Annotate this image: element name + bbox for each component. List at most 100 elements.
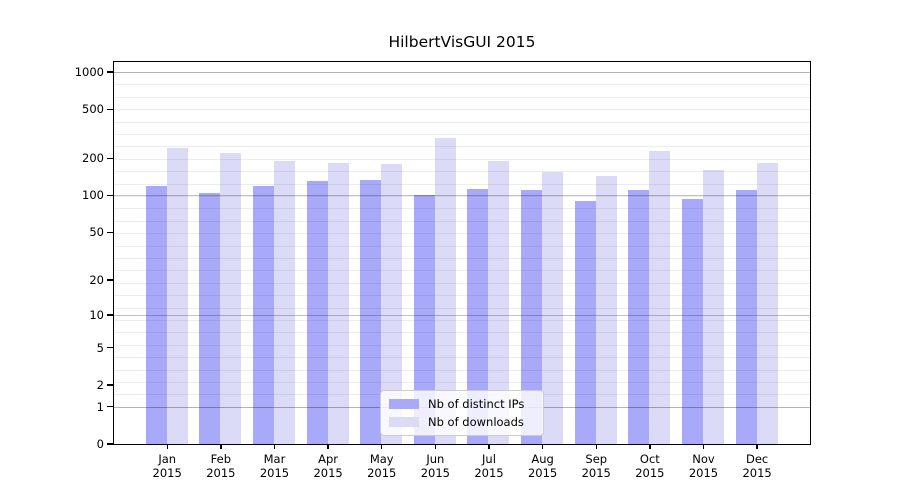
bar-nb-of-downloads-jan xyxy=(166,147,188,444)
bar-nb-of-distinct-ips-sep xyxy=(574,201,596,444)
y-tick-label: 10 xyxy=(89,307,104,322)
y-tick-mark xyxy=(107,231,113,233)
gridline-minor xyxy=(114,381,810,383)
gridline-minor xyxy=(114,282,810,284)
gridline-minor xyxy=(114,319,810,321)
gridline-minor xyxy=(114,344,810,346)
x-tick-mark xyxy=(595,444,597,449)
x-tick-label-may: May 2015 xyxy=(367,452,397,480)
y-axis-ticks: 0 1 2 5 10 20 50 100 200 500 1000 xyxy=(75,62,810,451)
gridline-minor xyxy=(114,146,810,148)
bar-nb-of-distinct-ips-mar xyxy=(252,186,274,444)
y-tick-mark xyxy=(107,314,113,316)
x-tick-label-apr: Apr 2015 xyxy=(313,452,343,480)
bar-nb-of-downloads-jun xyxy=(434,137,456,444)
gridline-minor xyxy=(114,257,810,259)
gridline-minor xyxy=(114,369,810,371)
y-tick-label: 1000 xyxy=(74,64,104,79)
x-tick-label-jun: Jun 2015 xyxy=(420,452,450,480)
bar-nb-of-downloads-apr xyxy=(327,162,349,444)
gridline-minor xyxy=(114,84,810,86)
bar-nb-of-distinct-ips-apr xyxy=(306,181,328,444)
gridline-minor xyxy=(114,307,810,309)
x-tick-mark xyxy=(273,444,276,449)
bar-nb-of-distinct-ips-may xyxy=(360,180,382,444)
x-tick-label-oct: Oct 2015 xyxy=(635,452,665,480)
x-tick-label-mar: Mar 2015 xyxy=(259,452,290,480)
y-tick-mark xyxy=(107,108,113,110)
y-tick-mark xyxy=(107,405,113,408)
gridline-minor xyxy=(114,220,810,222)
chart-title: HilbertVisGUI 2015 xyxy=(388,33,536,51)
y-tick-mark xyxy=(107,384,113,386)
bar-nb-of-distinct-ips-dec xyxy=(735,190,757,444)
legend-swatch-downloads xyxy=(389,417,419,427)
y-tick-label: 0 xyxy=(96,437,104,451)
gridline-minor xyxy=(114,158,810,160)
y-tick-mark xyxy=(107,346,113,349)
gridline-minor xyxy=(114,233,810,235)
bar-nb-of-downloads-sep xyxy=(595,175,617,444)
gridline-minor xyxy=(114,270,810,272)
x-tick-mark xyxy=(381,444,383,449)
y-tick-label: 1 xyxy=(96,399,104,414)
gridline-minor xyxy=(114,133,810,135)
bar-nb-of-distinct-ips-aug xyxy=(521,190,543,444)
x-tick-mark xyxy=(702,444,705,449)
x-tick-mark xyxy=(327,444,329,449)
x-tick-mark xyxy=(756,444,758,449)
bar-nb-of-downloads-may xyxy=(381,164,403,444)
bar-nb-of-downloads-oct xyxy=(649,150,671,444)
bars-layer xyxy=(114,62,810,444)
legend: Nb of distinct IPs Nb of downloads xyxy=(380,390,544,436)
gridline-minor xyxy=(114,295,810,297)
x-tick-mark xyxy=(488,444,490,449)
bar-nb-of-distinct-ips-nov xyxy=(682,199,703,444)
bar-nb-of-downloads-dec xyxy=(756,162,778,444)
y-tick-mark xyxy=(107,157,113,160)
y-tick-label: 50 xyxy=(89,225,104,240)
bar-nb-of-distinct-ips-jan xyxy=(145,185,167,444)
y-tick-label: 500 xyxy=(82,102,104,117)
x-tick-label-aug: Aug 2015 xyxy=(527,452,558,480)
x-tick-mark xyxy=(541,444,544,449)
gridline-minor xyxy=(114,332,810,334)
x-tick-label-nov: Nov 2015 xyxy=(688,452,719,480)
bar-nb-of-downloads-jul xyxy=(488,161,510,444)
x-tick-label-feb: Feb 2015 xyxy=(206,452,236,480)
legend-item: Nb of downloads xyxy=(389,414,535,430)
y-tick-mark xyxy=(107,279,113,281)
y-tick-label: 2 xyxy=(96,377,104,392)
x-tick-mark xyxy=(220,444,222,449)
x-tick-label-sep: Sep 2015 xyxy=(581,452,611,480)
gridline-minor xyxy=(114,208,810,210)
y-tick-label: 20 xyxy=(89,273,104,288)
legend-item: Nb of distinct IPs xyxy=(389,396,535,412)
y-tick-label: 100 xyxy=(82,188,104,203)
x-axis-ticks: Jan 2015 Feb 2015 Mar 2015 Apr 2015 May 2015 Jun 20… xyxy=(114,62,810,480)
x-tick-mark xyxy=(649,444,651,449)
gridline-major-10 xyxy=(114,314,810,316)
gridline-minor xyxy=(114,245,810,247)
gridline-minor xyxy=(114,183,810,185)
gridline-minor xyxy=(114,71,810,73)
x-tick-label-jul: Jul 2015 xyxy=(474,452,504,480)
y-tick-mark xyxy=(107,443,113,445)
x-tick-mark xyxy=(434,444,437,449)
gridline-minor xyxy=(114,171,810,173)
y-tick-label: 200 xyxy=(82,151,104,166)
y-tick-mark xyxy=(107,71,113,73)
legend-label: Nb of distinct IPs xyxy=(428,397,525,411)
gridline-minor xyxy=(114,195,810,197)
legend-swatch-distinct-ips xyxy=(389,399,419,409)
gridline-minor xyxy=(114,357,810,359)
bar-nb-of-distinct-ips-oct xyxy=(628,190,650,444)
y-tick-mark xyxy=(107,194,113,197)
bar-nb-of-downloads-aug xyxy=(542,172,564,444)
bar-nb-of-downloads-nov xyxy=(703,170,724,444)
bar-nb-of-distinct-ips-jul xyxy=(467,189,489,444)
bar-nb-of-distinct-ips-feb xyxy=(199,192,221,444)
gridline-minor xyxy=(114,96,810,98)
legend-label: Nb of downloads xyxy=(428,415,524,429)
